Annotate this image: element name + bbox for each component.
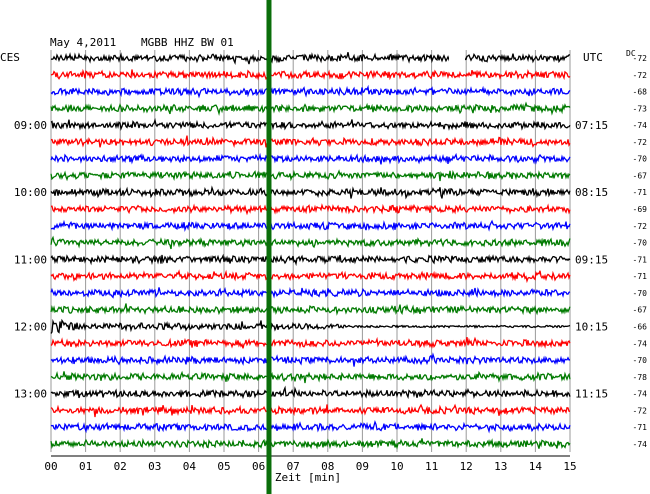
left-time-label: 12:00 <box>14 320 47 333</box>
trace-row-7 <box>50 152 571 165</box>
minute-gridlines <box>50 50 571 457</box>
x-tick-label-05: 05 <box>217 460 230 473</box>
trace-row-3 <box>50 84 571 99</box>
trace-row-4 <box>50 101 571 116</box>
x-tick-label-14: 14 <box>529 460 543 473</box>
trace-row-23 <box>50 420 571 434</box>
dc-label-row-3: -68 <box>633 88 648 97</box>
right-time-label: 08:15 <box>575 186 608 199</box>
left-time-label: 13:00 <box>14 388 47 401</box>
left-time-label: 10:00 <box>14 186 47 199</box>
trace-row-16 <box>50 303 571 316</box>
trace-row-8 <box>50 169 571 182</box>
trace-row-20 <box>50 370 571 384</box>
dc-label-row-18: -74 <box>633 339 648 348</box>
x-tick-label-06: 06 <box>252 460 265 473</box>
dc-header-label: DC <box>626 49 636 58</box>
x-tick-label-07: 07 <box>287 460 300 473</box>
trace-row-14 <box>50 269 571 284</box>
dc-label-row-20: -78 <box>633 373 648 382</box>
right-timezone-label: UTC <box>583 51 603 64</box>
trace-row-1 <box>50 52 570 66</box>
x-tick-label-04: 04 <box>183 460 197 473</box>
trace-row-5 <box>50 117 571 131</box>
dc-label-row-19: -70 <box>633 356 648 365</box>
dc-label-row-6: -72 <box>633 138 648 147</box>
right-time-label: 09:15 <box>575 253 608 266</box>
dc-label-row-17: -66 <box>633 322 648 331</box>
trace-row-9 <box>50 185 571 200</box>
left-time-labels: 09:00 10:00 11:00 12:00 13:00 <box>14 119 47 400</box>
dc-offset-labels: -72 -72 -68 -73 -74 -72 -70 -67 -71 -69 -72 -70 -71 -… <box>633 54 648 449</box>
x-tick-label-10: 10 <box>390 460 403 473</box>
dc-label-row-11: -72 <box>633 222 648 231</box>
x-tick-label-03: 03 <box>148 460 161 473</box>
dc-label-row-14: -71 <box>633 272 648 281</box>
dc-label-row-10: -69 <box>633 205 648 214</box>
dc-label-row-13: -71 <box>633 255 648 264</box>
x-tick-label-02: 02 <box>114 460 127 473</box>
dc-label-row-9: -71 <box>633 188 648 197</box>
dc-label-row-12: -70 <box>633 239 648 248</box>
dc-label-row-15: -70 <box>633 289 648 298</box>
x-tick-label-09: 09 <box>356 460 369 473</box>
trace-row-21 <box>50 385 571 400</box>
left-time-label: 11:00 <box>14 253 47 266</box>
data-gap <box>449 53 465 63</box>
x-tick-label-12: 12 <box>460 460 473 473</box>
x-tick-label-13: 13 <box>494 460 507 473</box>
trace-row-24 <box>50 437 571 450</box>
trace-row-13 <box>50 253 571 267</box>
trace-row-12 <box>50 235 571 250</box>
dc-label-row-1: -72 <box>633 54 648 63</box>
dc-label-row-24: -74 <box>633 440 648 449</box>
dc-label-row-23: -71 <box>633 423 648 432</box>
trace-row-2 <box>50 68 571 81</box>
left-time-label: 09:00 <box>14 119 47 132</box>
x-tick-label-01: 01 <box>79 460 92 473</box>
right-time-label: 11:15 <box>575 388 608 401</box>
dc-label-row-7: -70 <box>633 155 648 164</box>
trace-row-18 <box>50 336 571 349</box>
dc-label-row-5: -74 <box>633 121 648 130</box>
trace-row-22 <box>50 403 571 418</box>
left-timezone-label: CES <box>0 51 20 64</box>
dc-label-row-8: -67 <box>633 171 648 180</box>
x-tick-label-00: 00 <box>44 460 57 473</box>
dc-label-row-4: -73 <box>633 104 648 113</box>
trace-row-19 <box>50 352 571 367</box>
chart-station: MGBB HHZ BW 01 <box>141 36 234 49</box>
event-marker-line <box>266 0 272 494</box>
dc-label-row-21: -74 <box>633 390 648 399</box>
trace-row-17 <box>50 318 571 334</box>
right-time-label: 07:15 <box>575 119 608 132</box>
chart-date: May 4,2011 <box>50 36 116 49</box>
right-time-label: 10:15 <box>575 320 608 333</box>
right-time-labels: 07:15 08:15 09:15 10:15 11:15 <box>575 119 608 400</box>
seismic-traces <box>50 52 571 450</box>
trace-row-15 <box>50 286 571 299</box>
dc-label-row-2: -72 <box>633 71 648 80</box>
x-axis-ticks: 00 01 02 03 04 05 06 07 08 09 10 11 12 13 14 15 <box>44 460 576 473</box>
x-tick-label-11: 11 <box>425 460 438 473</box>
trace-row-11 <box>50 219 571 233</box>
trace-row-10 <box>50 203 571 216</box>
x-tick-label-08: 08 <box>321 460 334 473</box>
trace-row-6 <box>50 135 571 149</box>
time-marker <box>266 0 272 494</box>
x-tick-label-15: 15 <box>563 460 576 473</box>
x-axis-label: Zeit [min] <box>275 471 341 484</box>
dc-label-row-16: -67 <box>633 306 648 315</box>
dc-label-row-22: -72 <box>633 406 648 415</box>
